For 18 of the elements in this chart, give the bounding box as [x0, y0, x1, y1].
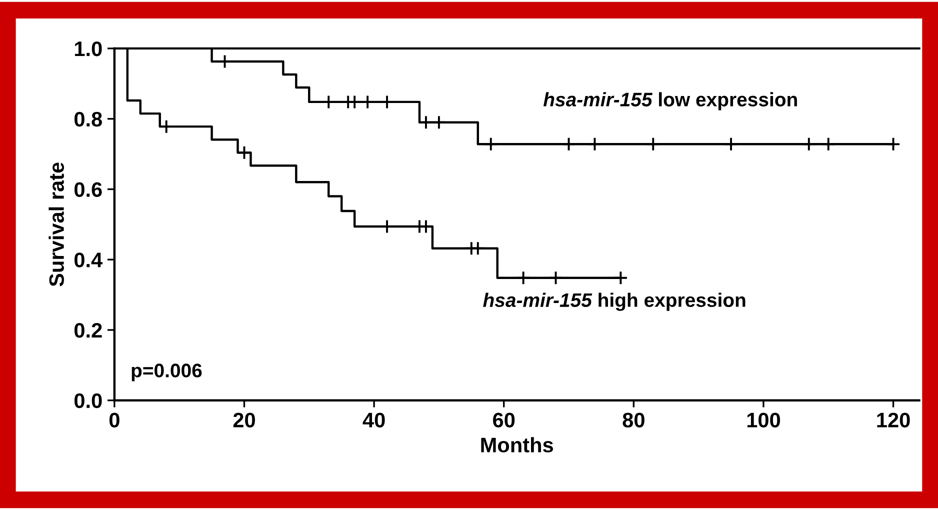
y-tick-label: 0.0 [74, 393, 102, 408]
x-axis-title: Months [481, 437, 554, 452]
x-tick-label: 80 [622, 412, 644, 428]
x-tick-label: 0 [109, 412, 120, 428]
x-tick-label: 60 [493, 412, 515, 428]
y-axis-title: Survival rate [48, 162, 64, 286]
x-tick-label: 120 [877, 412, 910, 428]
y-tick-label: 1.0 [74, 41, 102, 56]
series-label: hsa-mir-155 low expression [543, 92, 797, 110]
series-label: hsa-mir-155 high expression [483, 292, 746, 311]
y-tick-label: 0.6 [74, 182, 102, 197]
x-tick-label: 100 [747, 412, 780, 428]
y-tick-label: 0.8 [74, 112, 102, 127]
x-tick-label: 40 [362, 412, 385, 428]
y-tick-label: 0.2 [74, 322, 102, 338]
annotation: p=0.006 [132, 364, 202, 382]
x-tick-label: 20 [233, 412, 255, 428]
y-tick-label: 0.4 [74, 252, 103, 268]
